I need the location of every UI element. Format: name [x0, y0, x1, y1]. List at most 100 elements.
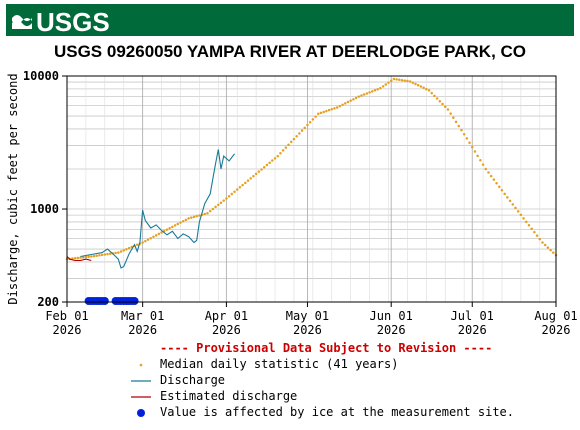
median-point [516, 210, 520, 213]
median-point [500, 189, 504, 192]
median-point [84, 255, 88, 259]
median-point [398, 78, 401, 82]
x-tick-label: Apr 01 [205, 309, 248, 323]
median-point [222, 199, 225, 202]
ice-series [84, 297, 139, 305]
x-tick-year-label: 2026 [377, 323, 406, 337]
median-point [549, 248, 552, 252]
median-point [108, 252, 112, 256]
median-point [146, 238, 150, 241]
legend-discharge-line [130, 375, 152, 387]
median-point [354, 96, 358, 100]
median-point [533, 230, 536, 234]
legend-estimated-line [130, 391, 152, 403]
x-tick-label: Jul 01 [451, 309, 494, 323]
median-point [357, 95, 361, 98]
x-tick-label: Mar 01 [121, 309, 164, 323]
median-point [379, 86, 382, 90]
median-point [481, 163, 485, 166]
legend-item-median: Median daily statistic (41 years) [130, 356, 570, 372]
median-point [208, 209, 212, 213]
median-point [319, 111, 323, 115]
median-point [495, 181, 498, 185]
median-point [443, 105, 447, 109]
median-point [114, 251, 117, 255]
median-point [489, 174, 493, 178]
median-point [184, 218, 188, 222]
median-point [203, 212, 207, 216]
median-point [241, 183, 244, 187]
median-point [252, 174, 255, 178]
median-point [335, 106, 339, 109]
y-tick-label: 10000 [23, 69, 59, 83]
median-point [519, 213, 523, 217]
median-point [508, 199, 512, 203]
median-point [235, 188, 239, 191]
chart-grid [66, 75, 557, 303]
median-point [422, 86, 425, 90]
median-point [298, 132, 301, 135]
median-point [546, 246, 550, 249]
median-point [525, 220, 528, 224]
median-point [90, 255, 93, 258]
median-point [492, 178, 496, 181]
median-point [514, 206, 517, 210]
median-point [79, 256, 82, 259]
median-point [127, 246, 131, 250]
median-point [371, 90, 374, 93]
median-point [152, 235, 155, 239]
x-tick-label: Jun 01 [370, 309, 413, 323]
median-point [179, 221, 182, 224]
median-point [98, 254, 101, 257]
median-point [400, 78, 404, 82]
median-point [403, 79, 406, 82]
median-point [462, 132, 466, 136]
median-point [154, 234, 158, 237]
median-point [419, 85, 423, 88]
median-point [322, 110, 325, 114]
x-tick-label: May 01 [286, 309, 329, 323]
median-point [233, 190, 236, 194]
median-point [384, 83, 388, 86]
x-tick-year-label: 2026 [212, 323, 241, 337]
median-point [441, 102, 444, 106]
median-point [119, 250, 123, 253]
median-point [468, 141, 471, 144]
usgs-logo-text: USGS [36, 7, 110, 37]
median-point [144, 239, 147, 243]
median-point [368, 91, 371, 94]
median-point [95, 254, 98, 257]
legend-item-discharge: Discharge [130, 372, 570, 388]
median-point [122, 249, 125, 252]
chart-title: USGS 09260050 YAMPA RIVER AT DEERLODGE P… [53, 42, 527, 61]
x-tick-year-label: 2026 [53, 323, 82, 337]
median-point [187, 217, 190, 220]
median-point [416, 84, 420, 87]
median-point [284, 146, 288, 149]
median-point [430, 91, 433, 95]
median-point [389, 79, 393, 83]
median-point [217, 203, 220, 207]
median-point [157, 232, 161, 236]
median-point [249, 177, 252, 180]
median-point [522, 217, 525, 220]
y-tick-label: 1000 [30, 202, 59, 216]
median-point [308, 120, 312, 124]
median-point [476, 154, 479, 158]
y-axis-label: Discharge, cubic feet per second [6, 73, 20, 304]
median-point [387, 81, 390, 84]
legend: ---- Provisional Data Subject to Revisio… [130, 340, 570, 420]
median-point [295, 135, 298, 138]
series-layer [65, 77, 558, 305]
median-point [344, 102, 347, 105]
median-point [227, 195, 231, 198]
median-point [314, 115, 317, 118]
legend-ice-dot [130, 407, 152, 419]
median-point [408, 80, 412, 83]
x-tick-year-label: 2026 [128, 323, 157, 337]
median-point [435, 97, 439, 100]
median-point [211, 207, 215, 211]
median-point [338, 104, 342, 108]
median-point [265, 163, 269, 167]
